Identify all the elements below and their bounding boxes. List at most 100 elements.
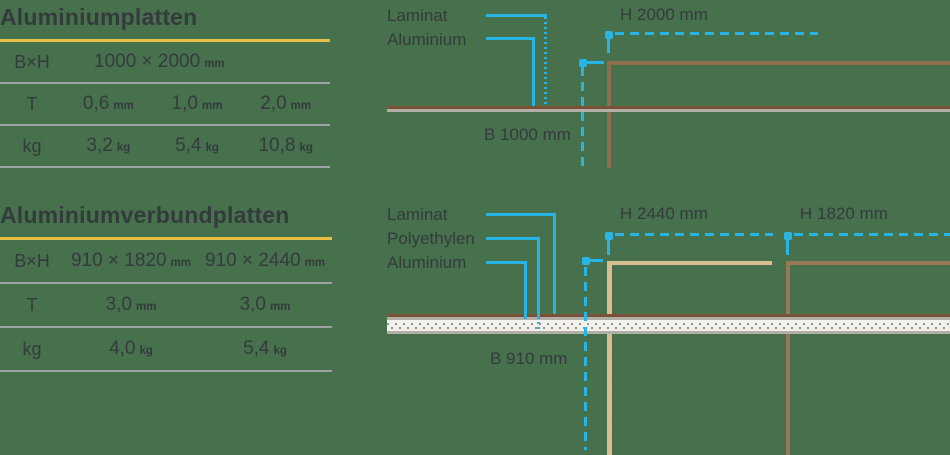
width-dimension-label: B 1000 mm bbox=[484, 125, 571, 144]
cell-value: 5,4 bbox=[243, 338, 270, 359]
table-cell: 4,0 kg bbox=[64, 338, 198, 360]
table-row: B×H 910 × 1820 mm 910 × 2440 mm bbox=[0, 240, 332, 284]
cell-value: 910 × 2440 bbox=[204, 250, 301, 271]
polyethylen-callout-line-h bbox=[486, 237, 540, 240]
callout-label-aluminium: Aluminium bbox=[387, 30, 467, 49]
table-row: T 0,6 mm 1,0 mm 2,0 mm bbox=[0, 84, 330, 126]
row-label: kg bbox=[22, 135, 42, 156]
table-cell: 5,4 kg bbox=[153, 135, 242, 157]
cell-unit: mm bbox=[304, 257, 326, 269]
dimension-marker-dot bbox=[579, 59, 587, 67]
table2-title: Aluminiumverbundplatten bbox=[0, 202, 290, 228]
table-aluminiumverbundplatten: Aluminiumverbundplatten B×H 910 × 1820 mm… bbox=[0, 202, 332, 372]
table-cell: 3,0 mm bbox=[64, 294, 198, 316]
height-dimension-tick bbox=[786, 240, 789, 255]
cell-unit: kg bbox=[139, 345, 153, 357]
dimension-marker-dot bbox=[605, 31, 613, 39]
aluminium-layer bbox=[387, 317, 950, 320]
table-row: B×H 1000 × 2000 mm bbox=[0, 42, 330, 84]
polyethylene-core-layer bbox=[387, 320, 950, 331]
laminat-callout-line-h bbox=[486, 213, 556, 216]
dimension-marker-dot bbox=[784, 232, 792, 240]
row-label: B×H bbox=[14, 250, 50, 271]
row-label: T bbox=[26, 93, 38, 114]
cell-unit: kg bbox=[116, 142, 131, 154]
row-label: T bbox=[26, 294, 38, 315]
laminat-layer bbox=[387, 106, 950, 109]
cell-unit: mm bbox=[269, 301, 291, 313]
aluminium-callout-line-h bbox=[486, 261, 527, 264]
aluminium-layer bbox=[387, 109, 950, 112]
height-dimension-tick bbox=[607, 39, 610, 53]
aluminium-callout-line-v bbox=[532, 37, 535, 106]
laminat-callout-line-v bbox=[553, 213, 556, 314]
callout-label-laminat: Laminat bbox=[387, 6, 448, 25]
table-row: T 3,0 mm 3,0 mm bbox=[0, 284, 332, 328]
width-dimension-tick bbox=[587, 61, 604, 64]
aluminium-layer bbox=[387, 331, 950, 334]
polyethylen-callout-dotted-tip bbox=[537, 317, 540, 331]
cell-value: 0,6 bbox=[82, 93, 110, 114]
width-dimension-dashed-line bbox=[581, 67, 584, 167]
cell-unit: mm bbox=[201, 100, 223, 112]
cell-value: 1000 × 2000 bbox=[94, 51, 201, 72]
callout-label-aluminium: Aluminium bbox=[387, 253, 467, 272]
cell-value: 3,0 bbox=[105, 294, 132, 315]
table-row: kg 4,0 kg 5,4 kg bbox=[0, 328, 332, 372]
cell-value: 10,8 bbox=[258, 135, 296, 156]
plate-outline-2440 bbox=[607, 261, 772, 455]
cell-unit: kg bbox=[299, 142, 313, 154]
cell-value: 3,0 bbox=[239, 294, 266, 315]
table-aluminiumplatten: Aluminiumplatten B×H 1000 × 2000 mm T 0,6… bbox=[0, 4, 330, 168]
aluminium-callout-line-h bbox=[486, 37, 535, 40]
laminat-callout-line-h bbox=[486, 14, 547, 17]
polyethylen-callout-line-v bbox=[537, 237, 540, 317]
cell-unit: mm bbox=[290, 100, 312, 112]
cell-unit: mm bbox=[135, 301, 157, 313]
height-dimension-dashed-line bbox=[615, 32, 818, 35]
laminat-callout-line-v bbox=[544, 17, 547, 106]
plate-cross-section-verbundplatte bbox=[387, 314, 950, 334]
table-cell: 10,8 kg bbox=[241, 135, 330, 157]
laminat-layer bbox=[387, 314, 950, 317]
dimension-marker-dot bbox=[605, 232, 613, 240]
width-dimension-dashed-line bbox=[584, 267, 587, 450]
height-dimension-dashed-line bbox=[794, 233, 950, 236]
table-cell: 3,0 mm bbox=[198, 294, 332, 316]
table-cell: 910 × 1820 mm bbox=[64, 250, 198, 272]
cell-value: 3,2 bbox=[86, 135, 113, 156]
aluminium-callout-dotted-tip bbox=[524, 317, 527, 322]
cell-value: 910 × 1820 bbox=[70, 250, 167, 271]
cell-unit: mm bbox=[170, 257, 192, 269]
gold-rule bbox=[0, 39, 330, 42]
height-dimension-label: H 2000 mm bbox=[620, 5, 708, 24]
height-dimension-tick bbox=[607, 240, 610, 255]
dimension-marker-dot bbox=[582, 257, 590, 265]
cell-value: 4,0 bbox=[109, 338, 136, 359]
callout-label-polyethylen: Polyethylen bbox=[387, 229, 475, 248]
table-cell: 910 × 2440 mm bbox=[198, 250, 332, 272]
cell-value: 5,4 bbox=[175, 135, 202, 156]
plate-cross-section-aluminiumplatte bbox=[387, 106, 950, 112]
height-dimension-label: H 1820 mm bbox=[800, 204, 888, 223]
plate-outline-1820 bbox=[786, 261, 950, 455]
width-dimension-tick bbox=[590, 259, 603, 262]
cell-unit: kg bbox=[273, 345, 287, 357]
table-cell: 1,0 mm bbox=[153, 93, 242, 115]
table-cell: 2,0 mm bbox=[241, 93, 330, 115]
table1-title: Aluminiumplatten bbox=[0, 4, 198, 30]
cell-unit: kg bbox=[205, 142, 219, 154]
width-dimension-label: B 910 mm bbox=[490, 349, 568, 368]
row-label: B×H bbox=[14, 51, 50, 72]
callout-label-laminat: Laminat bbox=[387, 205, 448, 224]
cell-unit: mm bbox=[113, 100, 134, 112]
row-label: kg bbox=[22, 338, 42, 359]
table-cell: 3,2 kg bbox=[64, 135, 153, 157]
cell-unit: mm bbox=[204, 58, 225, 70]
cell-value: 2,0 bbox=[260, 93, 287, 114]
aluminium-callout-line-v bbox=[524, 261, 527, 317]
table-row: kg 3,2 kg 5,4 kg 10,8 kg bbox=[0, 126, 330, 168]
cell-value: 1,0 bbox=[171, 93, 198, 114]
plate-outline-2000 bbox=[607, 61, 950, 168]
